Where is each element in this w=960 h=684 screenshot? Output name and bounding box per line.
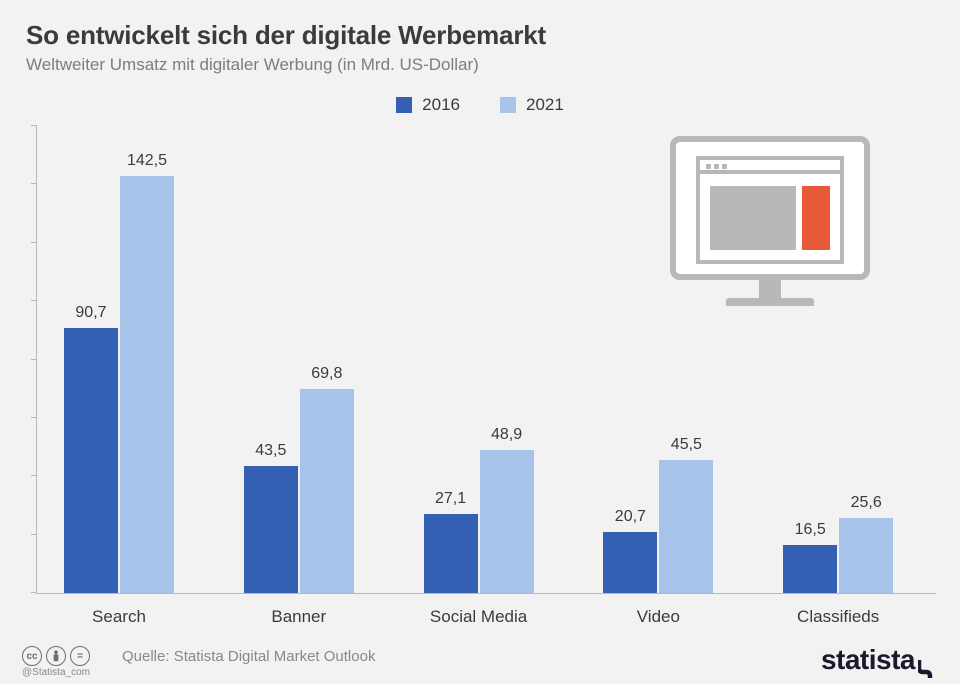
bar-value-label: 90,7 xyxy=(75,304,106,322)
legend-swatch xyxy=(500,97,516,113)
nd-icon: = xyxy=(70,646,90,666)
bar: 69,8 xyxy=(300,389,354,593)
source-text: Quelle: Statista Digital Market Outlook xyxy=(122,648,375,665)
cc-icon: cc xyxy=(22,646,42,666)
footer: cc = Quelle: Statista Digital Market Out… xyxy=(0,628,960,684)
cc-license-icons: cc = xyxy=(22,646,90,666)
bar: 27,1 xyxy=(424,514,478,593)
bar-value-label: 45,5 xyxy=(671,436,702,454)
header: So entwickelt sich der digitale Werbemar… xyxy=(0,0,960,81)
bar-value-label: 142,5 xyxy=(127,152,167,170)
bar-group: 90,7142,5Search xyxy=(64,176,174,593)
bar-value-label: 25,6 xyxy=(851,494,882,512)
bar-value-label: 16,5 xyxy=(795,521,826,539)
bar-value-label: 20,7 xyxy=(615,508,646,526)
bar-value-label: 69,8 xyxy=(311,365,342,383)
legend-item-2016: 2016 xyxy=(396,95,460,115)
legend-swatch xyxy=(396,97,412,113)
bar: 16,5 xyxy=(783,545,837,593)
bar: 90,7 xyxy=(64,328,118,593)
category-label: Social Media xyxy=(430,607,527,627)
monitor-screen xyxy=(670,136,870,280)
browser-window-icon xyxy=(696,156,844,264)
bar-group: 20,745,5Video xyxy=(603,460,713,593)
bar-value-label: 43,5 xyxy=(255,442,286,460)
legend: 2016 2021 xyxy=(0,95,960,115)
bar-group: 16,525,6Classifieds xyxy=(783,518,893,593)
statista-logo: statista xyxy=(821,644,938,676)
bar: 142,5 xyxy=(120,176,174,593)
ad-block-icon xyxy=(802,186,831,250)
legend-item-2021: 2021 xyxy=(500,95,564,115)
bar: 48,9 xyxy=(480,450,534,593)
bar-group: 27,148,9Social Media xyxy=(424,450,534,593)
twitter-handle: @Statista_com xyxy=(22,667,90,678)
bar-group: 43,569,8Banner xyxy=(244,389,354,593)
bar-value-label: 27,1 xyxy=(435,490,466,508)
content-block-icon xyxy=(710,186,796,250)
bar: 25,6 xyxy=(839,518,893,593)
monitor-illustration xyxy=(670,136,870,316)
legend-label: 2021 xyxy=(526,95,564,115)
by-icon xyxy=(46,646,66,666)
bar: 43,5 xyxy=(244,466,298,593)
category-label: Video xyxy=(637,607,680,627)
page-subtitle: Weltweiter Umsatz mit digitaler Werbung … xyxy=(26,55,934,75)
legend-label: 2016 xyxy=(422,95,460,115)
category-label: Search xyxy=(92,607,146,627)
page-title: So entwickelt sich der digitale Werbemar… xyxy=(26,20,934,51)
category-label: Classifieds xyxy=(797,607,879,627)
bar: 20,7 xyxy=(603,532,657,593)
category-label: Banner xyxy=(271,607,326,627)
bar-value-label: 48,9 xyxy=(491,426,522,444)
bar: 45,5 xyxy=(659,460,713,593)
statista-wave-icon xyxy=(918,657,938,679)
